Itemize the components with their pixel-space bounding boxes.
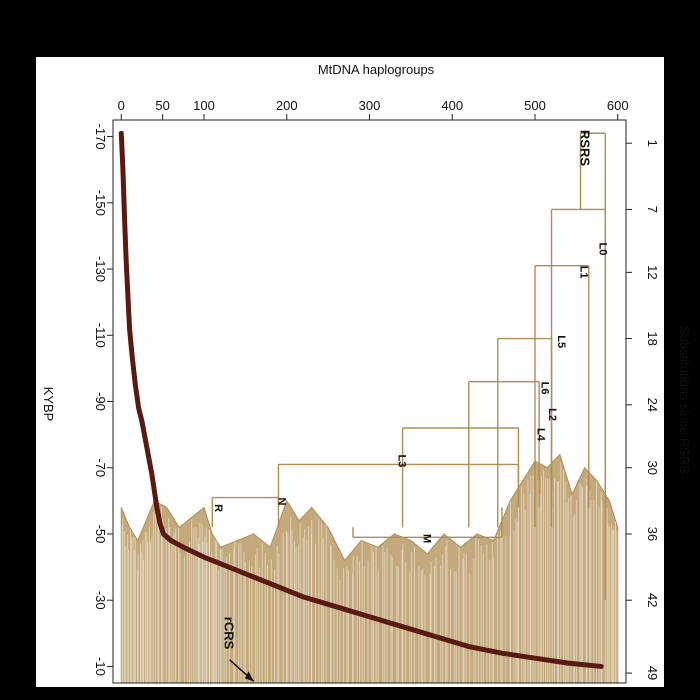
x-tick-label: 600: [607, 98, 629, 113]
y-left-tick-label: -30: [93, 591, 108, 610]
y-right-axis: 1 7 12 18 24 30 36 42 49: [626, 140, 660, 680]
y-left-tick-label: -130: [93, 256, 108, 282]
tree-leaf-mass: [120, 453, 619, 684]
kybp-curve: [118, 130, 604, 669]
haplogroup-label: L4: [534, 428, 546, 442]
haplogroup-label: N: [275, 498, 287, 506]
y-left-tick-label: -90: [93, 392, 108, 411]
haplogroup-label: M: [420, 534, 432, 543]
y-left-tick-label: -110: [93, 323, 108, 348]
y-left-tick-label: -70: [93, 458, 108, 477]
y-right-tick-label: 42: [645, 593, 660, 607]
kybp-curve-line: [118, 130, 604, 669]
y-left-axis: -170 -150 -130 -110 -90 -70 -50 -30 -10: [93, 124, 113, 676]
chart-title: MtDNA haplogroups: [318, 62, 435, 77]
haplogroup-label: rCRS: [222, 617, 237, 650]
y-right-tick-label: 30: [645, 461, 660, 475]
y-right-tick-label: 1: [645, 140, 660, 147]
y-right-tick-label: 49: [645, 666, 660, 680]
y-left-tick-label: -10: [93, 657, 108, 676]
x-tick-label: 50: [155, 98, 169, 113]
y-right-label: Substitutions since RSRS: [677, 326, 692, 474]
haplogroup-label: L6: [539, 382, 551, 395]
x-axis-ticks: 0 50 100 200 300 400 500 600: [118, 98, 629, 120]
y-left-tick-label: -170: [93, 124, 108, 150]
haplogroup-label: L0: [597, 243, 609, 256]
haplogroup-tree: [120, 132, 619, 684]
haplogroup-label: L2: [546, 408, 558, 421]
x-tick-label: 400: [441, 98, 463, 113]
y-left-tick-label: -50: [93, 525, 108, 544]
y-right-tick-label: 12: [645, 265, 660, 279]
y-right-tick-label: 18: [645, 331, 660, 345]
haplogroup-label: L3: [395, 454, 407, 467]
y-right-tick-label: 7: [645, 206, 660, 213]
y-left-label: KYBP: [41, 387, 56, 422]
x-tick-label: 200: [276, 98, 298, 113]
haplogroup-label: L1: [577, 266, 589, 279]
y-right-tick-label: 24: [645, 398, 660, 412]
y-left-tick-label: -150: [93, 190, 108, 216]
haplogroup-label: L5: [555, 335, 567, 348]
haplogroup-label: R: [212, 504, 224, 512]
x-tick-label: 100: [193, 98, 215, 113]
x-tick-label: 300: [359, 98, 381, 113]
haplogroup-label: RSRS: [577, 130, 592, 166]
y-right-tick-label: 36: [645, 527, 660, 541]
rcrs-arrow-head: [244, 671, 254, 682]
x-tick-label: 500: [524, 98, 546, 113]
x-tick-label: 0: [118, 98, 125, 113]
